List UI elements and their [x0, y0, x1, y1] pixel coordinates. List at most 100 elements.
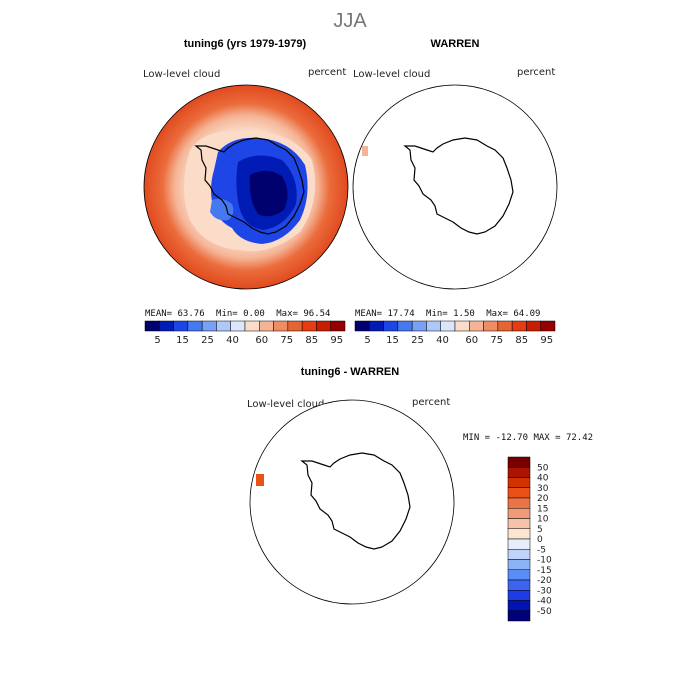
left-colorbar-swatch	[316, 320, 331, 332]
left-colorbar-tick-label: 5	[154, 335, 160, 346]
left-colorbar-tick-label: 40	[226, 335, 239, 346]
left-colorbar-swatch	[301, 320, 317, 332]
left-map-ross-blob	[210, 198, 234, 221]
left-colorbar-swatch	[330, 320, 346, 332]
diff-map-data-patch	[256, 474, 264, 486]
right-colorbar-swatch	[426, 320, 441, 332]
left-colorbar-swatch	[201, 320, 217, 332]
diff-colorbar-tick-label: 0	[537, 535, 543, 545]
diff-colorbar-tick-label: -10	[537, 556, 552, 566]
diff-colorbar-swatch	[507, 590, 531, 601]
left-colorbar-swatch	[216, 320, 231, 332]
left-colorbar-tick-label: 75	[280, 335, 293, 346]
left-min-label: Min=	[216, 309, 238, 319]
right-colorbar-swatch	[469, 320, 484, 332]
left-colorbar: 5 15 25 40 60 75 85 95	[144, 320, 346, 346]
left-max-value: 96.54	[303, 309, 331, 319]
left-map-antarctic-min	[249, 170, 288, 217]
left-panel-title: tuning6 (yrs 1979-1979)	[183, 38, 307, 50]
diff-map-disk	[249, 399, 455, 605]
right-mean-label: MEAN=	[355, 309, 383, 319]
right-stats: MEAN= 17.74 Min= 1.50 Max= 64.09	[355, 309, 540, 319]
right-min-label: Min=	[426, 309, 448, 319]
right-max-label: Max=	[486, 309, 508, 319]
diff-colorbar-tick-label: -30	[537, 586, 552, 596]
right-colorbar-swatch	[354, 320, 370, 332]
left-units-label: percent	[308, 67, 347, 78]
diff-colorbar-swatch	[507, 518, 531, 529]
left-colorbar-swatch	[230, 320, 246, 332]
diff-units-label: percent	[412, 397, 451, 408]
diff-colorbar-tick-label: 15	[537, 504, 548, 514]
right-colorbar-swatch	[397, 320, 413, 332]
diff-colorbar-swatch	[507, 610, 531, 622]
diff-colorbar-swatch	[507, 467, 531, 478]
diff-colorbar-swatch	[507, 487, 531, 499]
right-colorbar-swatch	[526, 320, 541, 332]
right-colorbar-swatch	[411, 320, 427, 332]
right-colorbar-swatch	[440, 320, 456, 332]
diff-colorbar-tick-label: -5	[537, 545, 546, 555]
left-colorbar-swatch	[159, 320, 174, 332]
right-map	[352, 84, 558, 290]
right-colorbar-tick-label: 5	[364, 335, 370, 346]
diff-colorbar-tick-label: -20	[537, 576, 552, 586]
diff-colorbar-tick-label: -40	[537, 597, 552, 607]
diff-colorbar-swatch	[507, 538, 531, 550]
left-colorbar-tick-label: 95	[330, 335, 343, 346]
left-colorbar-tick-label: 85	[305, 335, 318, 346]
diff-colorbar-swatch	[507, 579, 531, 591]
left-colorbar-swatch	[187, 320, 203, 332]
right-colorbar-swatch	[497, 320, 513, 332]
right-colorbar-swatch	[383, 320, 399, 332]
diff-colorbar-tick-label: -15	[537, 566, 552, 576]
left-colorbar-swatch	[173, 320, 189, 332]
diff-colorbar-tick-label: 50	[537, 463, 549, 473]
right-min-value: 1.50	[453, 309, 475, 319]
right-panel-title: WARREN	[430, 38, 480, 50]
right-colorbar-swatch	[511, 320, 527, 332]
right-colorbar-swatch	[483, 320, 499, 332]
diff-colorbar-swatch	[507, 559, 531, 570]
diff-colorbar-tick-label: -50	[537, 607, 552, 617]
right-colorbar-tick-label: 85	[515, 335, 528, 346]
right-colorbar-swatch	[369, 320, 384, 332]
left-colorbar-tick-label: 25	[201, 335, 214, 346]
right-colorbar-tick-label: 40	[436, 335, 449, 346]
diff-colorbar-swatch	[507, 600, 531, 611]
left-colorbar-swatch	[287, 320, 303, 332]
right-units-label: percent	[517, 67, 556, 78]
diff-colorbar-tick-label: 40	[537, 474, 549, 484]
diff-colorbar-tick-label: 30	[537, 484, 549, 494]
left-colorbar-tick-label: 60	[255, 335, 268, 346]
right-colorbar-swatch	[454, 320, 470, 332]
left-map	[143, 84, 349, 290]
right-colorbar-tick-label: 60	[465, 335, 478, 346]
left-min-value: 0.00	[243, 309, 265, 319]
diff-colorbar-swatch	[507, 497, 531, 509]
left-colorbar-swatch	[144, 320, 160, 332]
left-variable-label: Low-level cloud	[143, 69, 221, 80]
right-max-value: 64.09	[513, 309, 541, 319]
left-mean-value: 63.76	[177, 309, 205, 319]
right-variable-label: Low-level cloud	[353, 69, 431, 80]
left-stats: MEAN= 63.76 Min= 0.00 Max= 96.54	[145, 309, 330, 319]
diff-colorbar-swatch	[507, 508, 531, 519]
diff-colorbar-swatch	[507, 477, 531, 488]
right-map-data-patch	[362, 146, 368, 156]
left-colorbar-tick-label: 15	[176, 335, 189, 346]
right-map-disk	[352, 84, 558, 290]
diff-colorbar-swatch	[507, 528, 531, 540]
diff-colorbar-swatch	[507, 569, 531, 581]
diff-panel-title: tuning6 - WARREN	[300, 366, 400, 378]
diff-map	[249, 399, 455, 605]
right-colorbar-tick-label: 25	[411, 335, 424, 346]
left-colorbar-swatch	[259, 320, 274, 332]
left-max-label: Max=	[276, 309, 298, 319]
left-colorbar-swatch	[244, 320, 260, 332]
diff-colorbar-swatch	[507, 456, 531, 468]
left-colorbar-swatch	[273, 320, 289, 332]
diff-colorbar-tick-label: 10	[537, 515, 549, 525]
